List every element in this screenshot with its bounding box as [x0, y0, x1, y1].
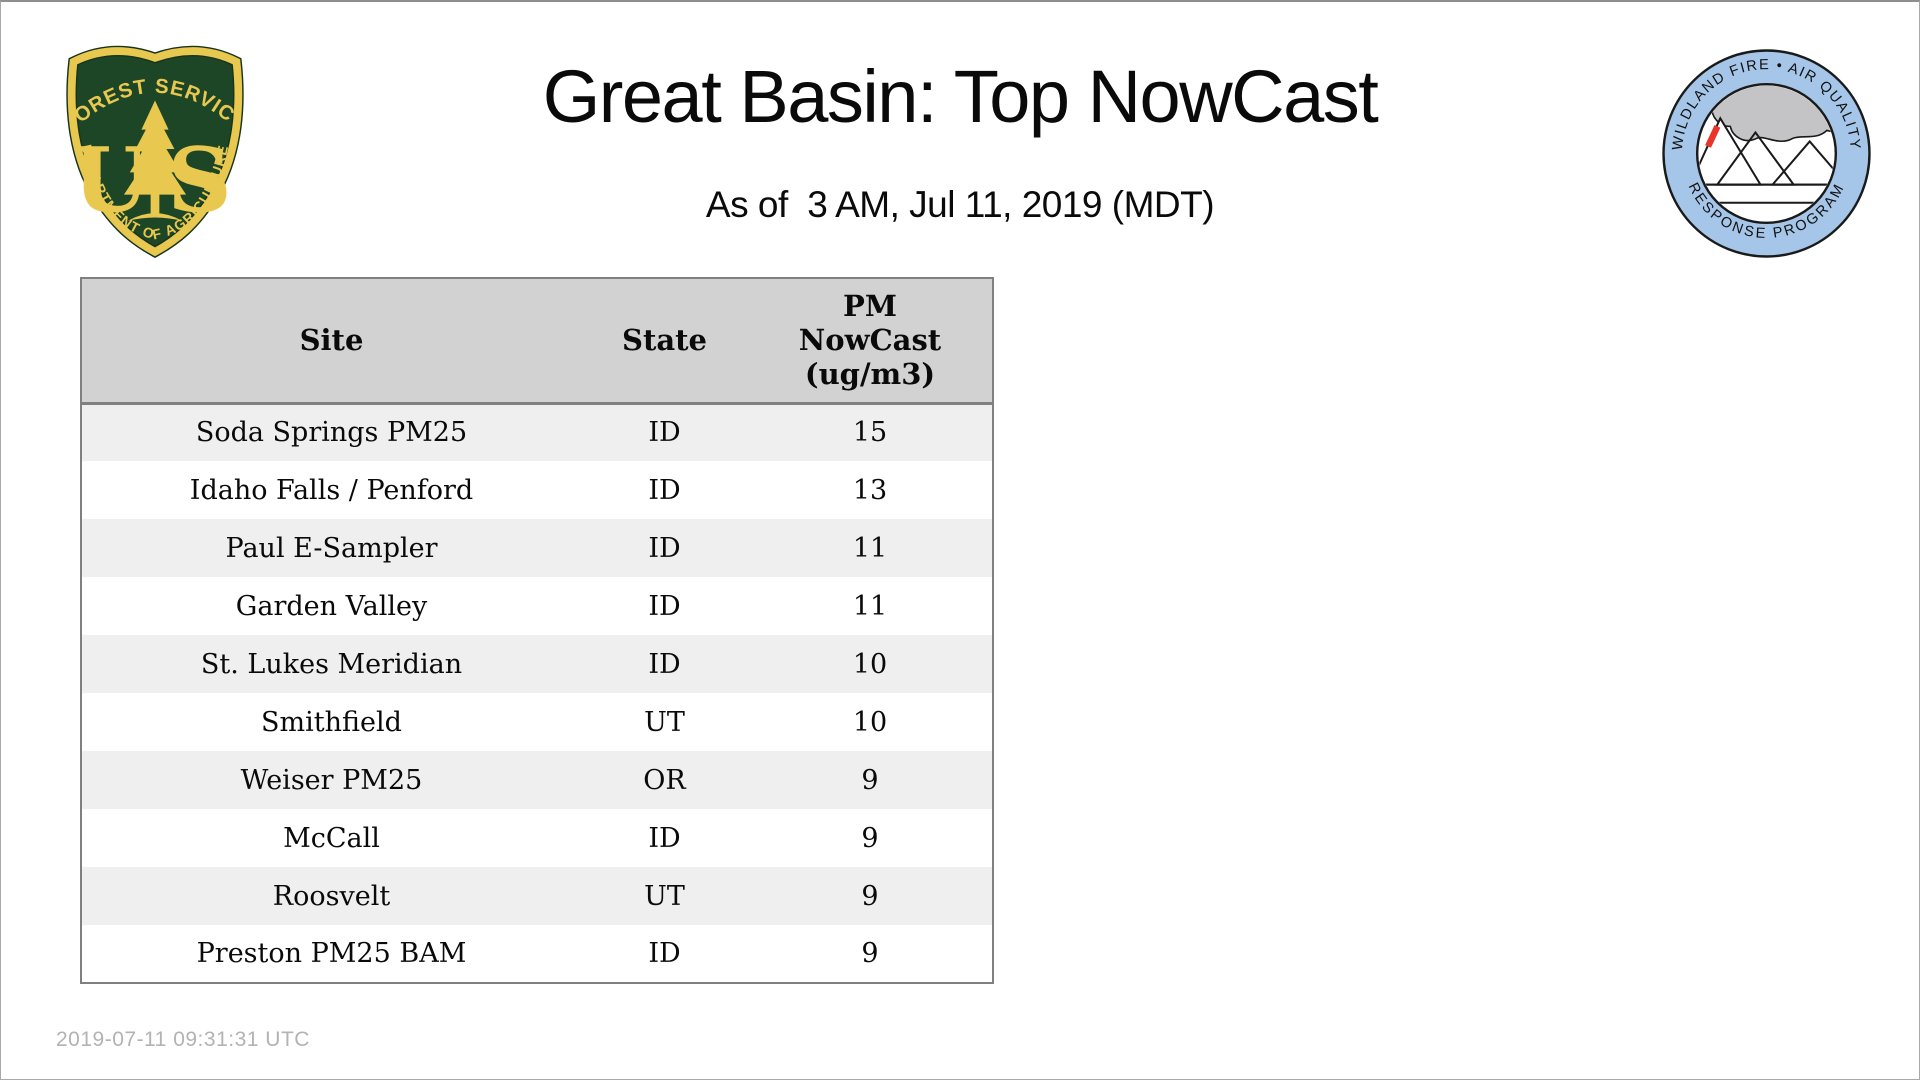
table-row: Roosvelt UT 9	[81, 867, 993, 925]
pine-tree-icon	[123, 100, 187, 221]
site-cell: McCall	[283, 822, 380, 854]
site-cell: Roosvelt	[272, 880, 391, 912]
state-cell: ID	[648, 822, 681, 854]
table-row: Preston PM25 BAM ID 9	[81, 925, 993, 983]
site-cell: St. Lukes Meridian	[200, 648, 463, 680]
table-row: Idaho Falls / Penford ID 13	[81, 461, 993, 519]
wfaqrp-logo: WILDLAND FIRE • AIR QUALITY RESPONSE PRO…	[1662, 49, 1871, 258]
value-cell: 10	[852, 706, 888, 738]
generated-timestamp: 2019-07-11 09:31:31 UTC	[56, 1028, 310, 1051]
site-cell: Idaho Falls / Penford	[189, 474, 474, 506]
site-cell: Paul E-Sampler	[225, 532, 438, 564]
flame-mark-icon	[1705, 125, 1721, 148]
state-cell: UT	[644, 880, 685, 912]
state-cell: ID	[648, 938, 681, 969]
site-cell: Preston PM25 BAM	[196, 938, 467, 969]
table-row: Paul E-Sampler ID 11	[81, 519, 993, 577]
column-header-pm-nowcast: PM NowCast (ug/m3)	[748, 278, 993, 405]
value-cell: 15	[852, 417, 888, 449]
state-cell: ID	[648, 474, 681, 506]
page-subtitle: As of 3 AM, Jul 11, 2019 (MDT)	[705, 184, 1215, 225]
forest-service-logo: FOREST SERVICE U S DEPARTMENT OF AGRICUL…	[58, 40, 244, 258]
site-cell: Smithfield	[261, 706, 402, 738]
column-header-state: State	[581, 278, 748, 405]
table-row: Garden Valley ID 11	[81, 577, 993, 635]
site-cell: Weiser PM25	[240, 764, 423, 796]
value-cell: 11	[852, 532, 888, 564]
value-cell: 9	[861, 764, 879, 796]
table-header-row: Site State PM NowCast (ug/m3)	[81, 278, 993, 405]
shield-gold-band	[67, 47, 243, 257]
state-cell: ID	[648, 417, 681, 449]
site-cell: Soda Springs PM25	[195, 417, 468, 449]
nowcast-table: Site State PM NowCast (ug/m3) Soda Sprin…	[80, 277, 994, 984]
state-cell: UT	[644, 706, 685, 738]
state-cell: ID	[648, 590, 681, 622]
table-row: Soda Springs PM25 ID 15	[81, 403, 993, 461]
column-header-site: Site	[81, 278, 581, 405]
state-cell: OR	[643, 764, 686, 796]
page-title: Great Basin: Top NowCast	[542, 55, 1379, 138]
value-cell: 11	[852, 590, 888, 622]
value-cell: 10	[852, 648, 888, 680]
value-cell: 9	[861, 880, 879, 912]
state-cell: ID	[648, 532, 681, 564]
value-cell: 9	[861, 822, 879, 854]
site-cell: Garden Valley	[235, 590, 428, 622]
value-cell: 9	[861, 938, 879, 969]
table-row: Weiser PM25 OR 9	[81, 751, 993, 809]
table-row: Smithfield UT 10	[81, 693, 993, 751]
value-cell: 13	[852, 474, 888, 506]
state-cell: ID	[648, 648, 681, 680]
table-row: St. Lukes Meridian ID 10	[81, 635, 993, 693]
table-row: McCall ID 9	[81, 809, 993, 867]
monogram-s: S	[167, 128, 231, 233]
